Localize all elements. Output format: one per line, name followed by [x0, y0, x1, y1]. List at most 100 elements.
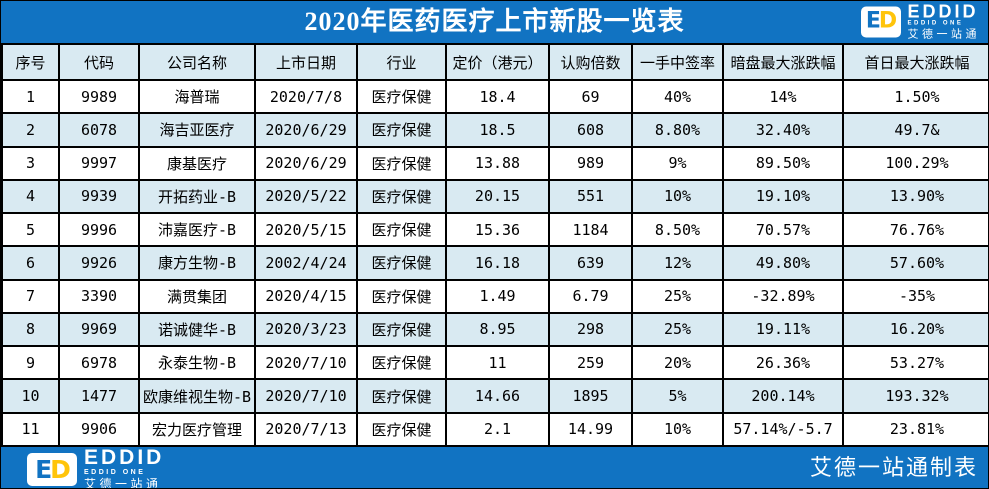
table-cell: 1.49 — [445, 278, 550, 314]
footer-credit: 艾德一站通制表 — [809, 456, 978, 482]
table-cell: 2020/7/8 — [254, 78, 358, 115]
table-cell: 20.15 — [445, 178, 550, 215]
logo-letter-d: D — [50, 454, 71, 484]
table-row: 5 9996 沛嘉医疗-B 2020/5/15 医疗保健 15.36 1184 8.50% 70… — [1, 212, 988, 248]
table-cell: 海吉亚医疗 — [138, 112, 256, 148]
table-cell: 9 — [1, 345, 60, 381]
table-row: 8 9969 诺诚健华-B 2020/3/23 医疗保健 8.95 298 25% 19.11%… — [1, 311, 988, 348]
table-cell: 8.50% — [631, 212, 724, 248]
table-cell: 医疗保健 — [356, 311, 447, 348]
table-row: 1 9989 海普瑞 2020/7/8 医疗保健 18.4 69 40% 14% 1.50% — [1, 78, 988, 115]
table-cell: 康方生物-B — [138, 245, 256, 281]
table-cell: 2020/7/10 — [254, 345, 358, 381]
table-cell: 25% — [631, 278, 724, 314]
table-cell: 医疗保健 — [356, 178, 447, 215]
table-row: 4 9939 开拓药业-B 2020/5/22 医疗保健 20.15 551 10% 19.10… — [1, 178, 988, 215]
table-cell: 沛嘉医疗-B — [138, 212, 256, 248]
logo-subtitle: EDDID ONE — [907, 20, 964, 27]
table-cell: 1477 — [58, 378, 140, 414]
table-cell: 10% — [631, 178, 724, 215]
table-cell: 200.14% — [722, 378, 844, 414]
table-cell: 14% — [722, 78, 844, 115]
column-header: 上市日期 — [254, 43, 358, 81]
table-row: 9 6978 永泰生物-B 2020/7/10 医疗保健 11 259 20% 26.36% 53… — [1, 345, 988, 381]
table-cell: 9997 — [58, 145, 140, 181]
table-cell: 1895 — [548, 378, 633, 414]
logo-name: EDDID — [907, 1, 979, 22]
table-cell: 9906 — [58, 411, 140, 448]
table-cell: 9% — [631, 145, 724, 181]
column-header-row: 序号 代码 公司名称 上市日期 行业 定价（港元） 认购倍数 一手中签率 暗盘最大涨跌幅 首日最大… — [1, 43, 988, 81]
logo-name: EDDID — [84, 446, 165, 469]
column-header: 定价（港元） — [445, 43, 550, 81]
table-cell: 开拓药业-B — [138, 178, 256, 215]
table-cell: 40% — [631, 78, 724, 115]
ipo-table: 序号 代码 公司名称 上市日期 行业 定价（港元） 认购倍数 一手中签率 暗盘最大涨跌幅 首日最大… — [1, 43, 988, 448]
table-cell: 医疗保健 — [356, 78, 447, 115]
table-cell: 2020/7/10 — [254, 378, 358, 414]
table-cell: 551 — [548, 178, 633, 215]
table-cell: 1 — [1, 78, 60, 115]
table-row: 11 9906 宏力医疗管理 2020/7/13 医疗保健 2.1 14.99 10% 57.1… — [1, 411, 988, 448]
table-cell: 欧康维视生物-B — [138, 378, 256, 414]
table-cell: 医疗保健 — [356, 245, 447, 281]
table-cell: 19.10% — [722, 178, 844, 215]
column-header: 首日最大涨跌幅 — [842, 43, 988, 81]
table-cell: 6.79 — [548, 278, 633, 314]
table-cell: 18.4 — [445, 78, 550, 115]
table-cell: 15.36 — [445, 212, 550, 248]
table-cell: 医疗保健 — [356, 212, 447, 248]
table-cell: 11 — [1, 411, 60, 448]
table-cell: 7 — [1, 278, 60, 314]
table-cell: 13.90% — [842, 178, 988, 215]
table-cell: 25% — [631, 311, 724, 348]
table-cell: 海普瑞 — [138, 78, 256, 115]
table-cell: 8.95 — [445, 311, 550, 348]
table-cell: 2020/5/15 — [254, 212, 358, 248]
table-cell: 6978 — [58, 345, 140, 381]
table-cell: 4 — [1, 178, 60, 215]
page-title: 2020年医药医疗上市新股一览表 — [304, 7, 685, 36]
table-body: 1 9989 海普瑞 2020/7/8 医疗保健 18.4 69 40% 14% 1.50% 2 60… — [1, 78, 988, 448]
logo-letter-d: D — [878, 8, 897, 34]
table-cell: 100.29% — [842, 145, 988, 181]
table-cell: 639 — [548, 245, 633, 281]
table-cell: 5 — [1, 212, 60, 248]
table-cell: 57.60% — [842, 245, 988, 281]
table-cell: 69 — [548, 78, 633, 115]
logo-chinese-name: 艾德一站通 — [84, 477, 162, 489]
table-cell: 11 — [445, 345, 550, 381]
column-header: 行业 — [356, 43, 447, 81]
table-row: 3 9997 康基医疗 2020/6/29 医疗保健 13.88 989 9% 89.50% 10… — [1, 145, 988, 181]
logo-subtitle: EDDID ONE — [84, 469, 146, 476]
table-cell: 3390 — [58, 278, 140, 314]
column-header: 序号 — [1, 43, 60, 81]
table-cell: 3 — [1, 145, 60, 181]
table-cell: 9989 — [58, 78, 140, 115]
table-cell: 医疗保健 — [356, 345, 447, 381]
table-cell: 13.88 — [445, 145, 550, 181]
table-cell: 608 — [548, 112, 633, 148]
table-cell: 26.36% — [722, 345, 844, 381]
table-cell: 9926 — [58, 245, 140, 281]
table-cell: 2020/5/22 — [254, 178, 358, 215]
table-cell: 2020/3/23 — [254, 311, 358, 348]
table-cell: 8.80% — [631, 112, 724, 148]
table-cell: 298 — [548, 311, 633, 348]
logo-chinese-name: 艾德一站通 — [907, 28, 980, 41]
table-cell: 49.80% — [722, 245, 844, 281]
table-cell: 12% — [631, 245, 724, 281]
column-header: 一手中签率 — [631, 43, 724, 81]
table-cell: 23.81% — [842, 411, 988, 448]
table-cell: 2020/4/15 — [254, 278, 358, 314]
table-cell: 2 — [1, 112, 60, 148]
table-cell: 康基医疗 — [138, 145, 256, 181]
table-cell: 9939 — [58, 178, 140, 215]
table-cell: 永泰生物-B — [138, 345, 256, 381]
table-cell: 医疗保健 — [356, 145, 447, 181]
table-cell: -35% — [842, 278, 988, 314]
